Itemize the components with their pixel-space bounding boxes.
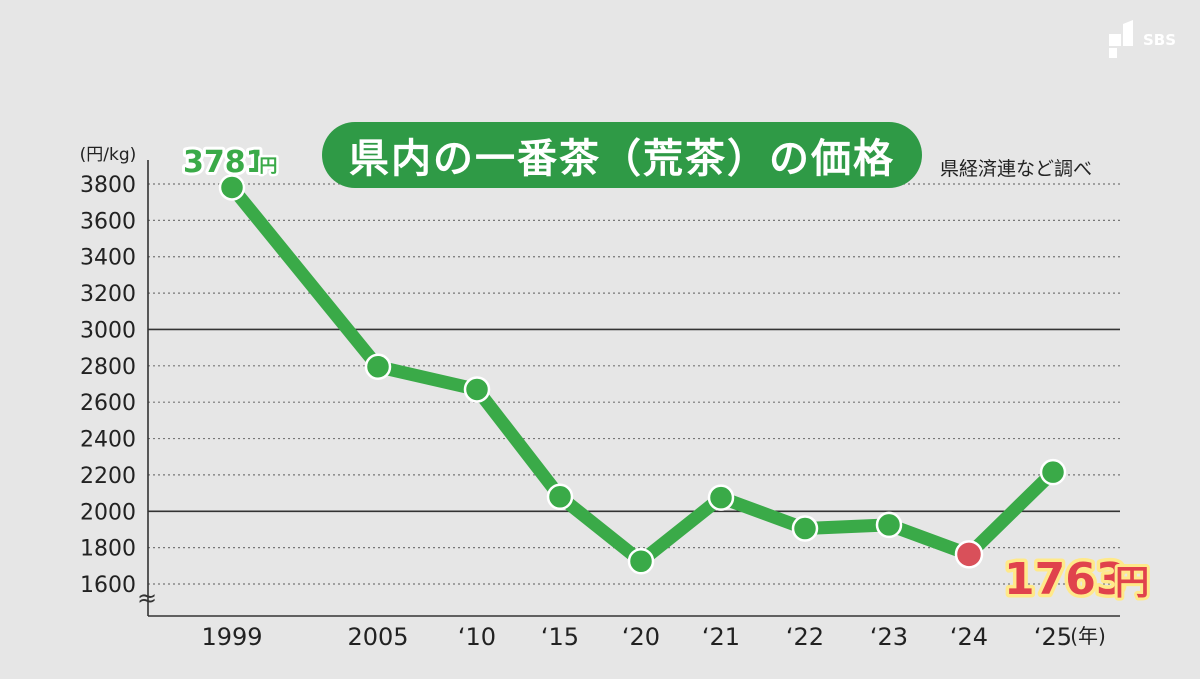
brand-logo: SBS — [1107, 20, 1176, 60]
x-tick-label-9: ‘25 — [1034, 623, 1072, 651]
y-tick-label-2200: 2200 — [80, 464, 136, 489]
data-point-7 — [875, 511, 903, 539]
chart-title: 県内の一番茶（荒茶）の価格 — [322, 122, 922, 188]
brand-name: SBS — [1142, 31, 1176, 49]
data-point-9 — [1039, 458, 1067, 486]
series-line-path — [225, 180, 1060, 568]
x-axis-unit: (年) — [1070, 624, 1106, 648]
data-point-4 — [627, 548, 655, 575]
grid-lines — [148, 183, 1120, 585]
y-tick-label-1800: 1800 — [80, 537, 136, 562]
data-point-8 — [954, 540, 984, 569]
x-tick-label-8: ‘24 — [950, 623, 988, 651]
data-label-value-0: 3781 — [183, 145, 267, 180]
series-line — [225, 180, 1060, 568]
axis-break-mark: ≈ — [137, 584, 157, 612]
x-tick-label-7: ‘23 — [870, 623, 908, 651]
y-tick-label-2000: 2000 — [80, 500, 136, 525]
axes: ≈ — [137, 160, 1120, 617]
x-tick-label-6: ‘22 — [786, 623, 824, 651]
y-tick-labels: 1600 1800 2000 2200 2400 2600 2800 3000 3200 3400… — [80, 145, 137, 598]
data-point-2 — [463, 376, 491, 403]
data-point-3 — [546, 483, 574, 510]
y-tick-label-3200: 3200 — [80, 282, 136, 307]
y-tick-label-3000: 3000 — [80, 318, 136, 343]
data-label-unit-0: 円 — [259, 156, 277, 177]
y-tick-label-3800: 3800 — [80, 173, 136, 198]
x-tick-label-0: 1999 — [201, 623, 262, 651]
y-axis-unit: (円/kg) — [80, 145, 137, 165]
x-tick-label-2: ‘10 — [458, 623, 496, 651]
y-tick-label-2800: 2800 — [80, 355, 136, 380]
x-tick-label-5: ‘21 — [702, 623, 740, 651]
data-point-0 — [218, 174, 246, 201]
x-tick-label-4: ‘20 — [622, 623, 660, 651]
data-point-6 — [791, 515, 819, 542]
series-points — [218, 174, 1067, 575]
x-tick-label-1: 2005 — [347, 623, 408, 651]
y-tick-label-3600: 3600 — [80, 209, 136, 234]
data-label-value-8: 1763 — [1004, 554, 1126, 605]
x-tick-labels: 1999 2005 ‘10 ‘15 ‘20 ‘21 ‘22 ‘23 ‘24 ‘25(年) — [201, 623, 1105, 651]
data-point-5 — [707, 484, 735, 511]
y-tick-label-3400: 3400 — [80, 246, 136, 271]
source-note: 県経済連など調べ — [940, 158, 1093, 180]
data-label-unit-8: 円 — [1115, 563, 1149, 603]
data-point-1 — [364, 353, 392, 380]
x-tick-label-3: ‘15 — [541, 623, 579, 651]
y-tick-label-2600: 2600 — [80, 391, 136, 416]
y-tick-label-1600: 1600 — [80, 573, 136, 598]
sbs-logo-icon — [1108, 20, 1133, 58]
y-tick-label-2400: 2400 — [80, 428, 136, 453]
